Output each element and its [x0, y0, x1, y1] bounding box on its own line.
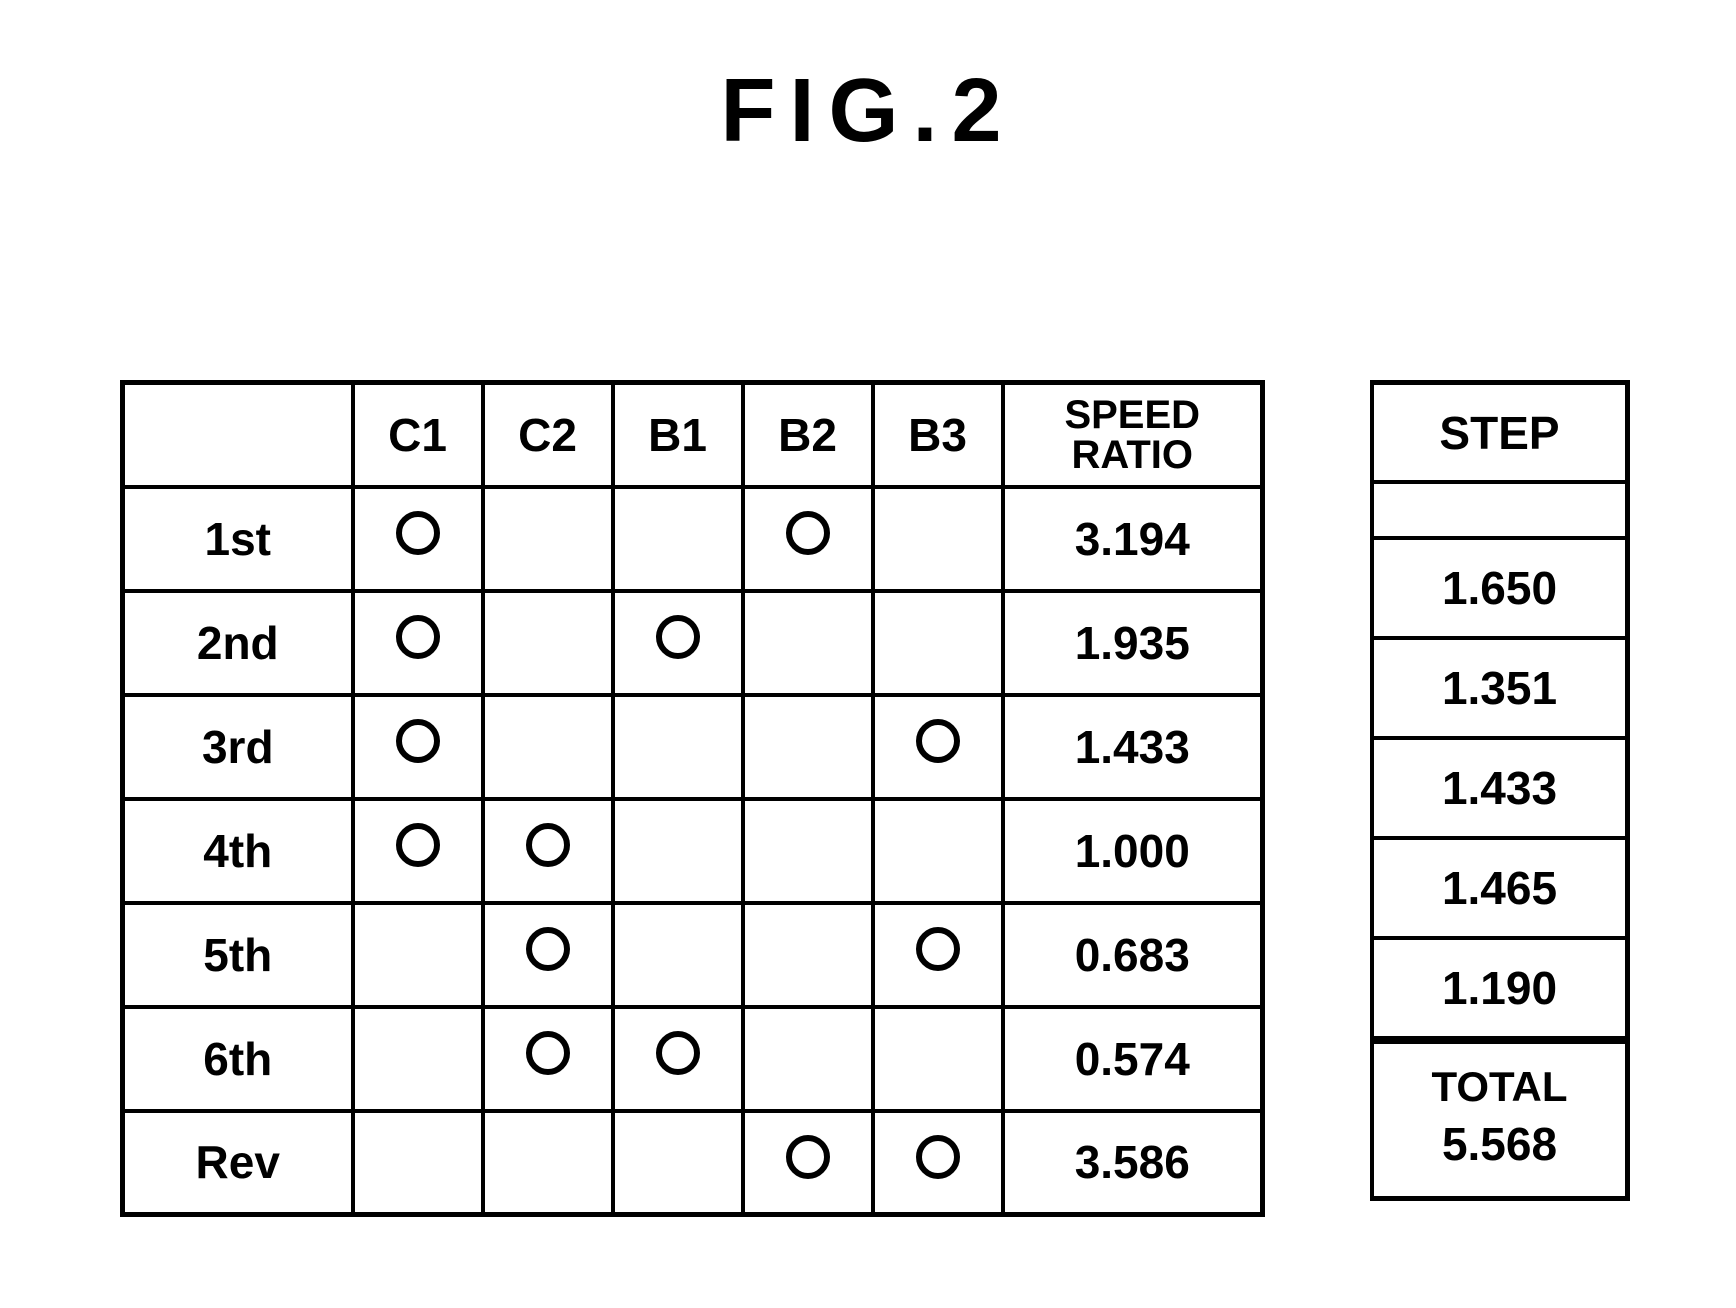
cell-b2 — [743, 487, 873, 591]
cell-c1 — [353, 487, 483, 591]
speed-ratio-value: 3.586 — [1003, 1111, 1263, 1215]
cell-b3 — [873, 799, 1003, 903]
gear-label: 3rd — [123, 695, 353, 799]
engaged-mark-icon — [656, 1031, 700, 1075]
cell-c2 — [483, 487, 613, 591]
engaged-mark-icon — [526, 823, 570, 867]
cell-b2 — [743, 695, 873, 799]
speed-ratio-value: 0.574 — [1003, 1007, 1263, 1111]
step-total-value: 5.568 — [1442, 1117, 1557, 1172]
col-header-step: STEP — [1370, 380, 1630, 484]
step-value: 1.190 — [1374, 936, 1625, 1040]
col-header-gear — [123, 383, 353, 487]
col-header-b1: B1 — [613, 383, 743, 487]
cell-b1 — [613, 487, 743, 591]
cell-c1 — [353, 799, 483, 903]
engaged-mark-icon — [396, 823, 440, 867]
cell-b3 — [873, 1007, 1003, 1111]
cell-c1 — [353, 1111, 483, 1215]
cell-b3 — [873, 1111, 1003, 1215]
cell-b1 — [613, 903, 743, 1007]
cell-c2 — [483, 799, 613, 903]
cell-b1 — [613, 799, 743, 903]
cell-b1 — [613, 1007, 743, 1111]
col-header-b3: B3 — [873, 383, 1003, 487]
step-total-label: TOTAL — [1431, 1062, 1567, 1112]
speed-ratio-line1: SPEED — [1005, 395, 1261, 435]
cell-c1 — [353, 1007, 483, 1111]
engaged-mark-icon — [786, 1135, 830, 1179]
table-row: 4th 1.000 — [123, 799, 1263, 903]
cell-b3 — [873, 903, 1003, 1007]
cell-c2 — [483, 903, 613, 1007]
engaged-mark-icon — [526, 1031, 570, 1075]
cell-b1 — [613, 591, 743, 695]
step-value: 1.351 — [1374, 636, 1625, 740]
cell-b2 — [743, 1111, 873, 1215]
col-header-speed-ratio: SPEED RATIO — [1003, 383, 1263, 487]
engaged-mark-icon — [786, 511, 830, 555]
step-value: 1.650 — [1374, 536, 1625, 640]
table-row: 5th 0.683 — [123, 903, 1263, 1007]
cell-c1 — [353, 695, 483, 799]
figure-title: FIG.2 — [0, 60, 1736, 163]
speed-ratio-value: 1.433 — [1003, 695, 1263, 799]
speed-ratio-value: 1.000 — [1003, 799, 1263, 903]
cell-c2 — [483, 1111, 613, 1215]
table-row: 6th 0.574 — [123, 1007, 1263, 1111]
gear-label: 6th — [123, 1007, 353, 1111]
col-header-c2: C2 — [483, 383, 613, 487]
table-row: 2nd 1.935 — [123, 591, 1263, 695]
engaged-mark-icon — [916, 927, 960, 971]
engaged-mark-icon — [396, 719, 440, 763]
cell-b2 — [743, 903, 873, 1007]
cell-b2 — [743, 1007, 873, 1111]
speed-ratio-value: 0.683 — [1003, 903, 1263, 1007]
engaged-mark-icon — [916, 719, 960, 763]
cell-b3 — [873, 487, 1003, 591]
cell-c2 — [483, 695, 613, 799]
table-row: 1st 3.194 — [123, 487, 1263, 591]
gear-label: 4th — [123, 799, 353, 903]
step-total: TOTAL 5.568 — [1374, 1040, 1625, 1196]
table-header-row: C1 C2 B1 B2 B3 SPEED RATIO — [123, 383, 1263, 487]
gear-label: 5th — [123, 903, 353, 1007]
engaged-mark-icon — [396, 511, 440, 555]
cell-b3 — [873, 591, 1003, 695]
step-value: 1.433 — [1374, 736, 1625, 840]
speed-ratio-line2: RATIO — [1005, 435, 1261, 475]
gear-label: 2nd — [123, 591, 353, 695]
gear-label: 1st — [123, 487, 353, 591]
engagement-table: C1 C2 B1 B2 B3 SPEED RATIO 1st 3.194 2nd 1.… — [120, 380, 1265, 1217]
cell-c2 — [483, 1007, 613, 1111]
speed-ratio-value: 1.935 — [1003, 591, 1263, 695]
engaged-mark-icon — [396, 615, 440, 659]
cell-b3 — [873, 695, 1003, 799]
cell-c1 — [353, 903, 483, 1007]
table-row: Rev 3.586 — [123, 1111, 1263, 1215]
cell-c2 — [483, 591, 613, 695]
cell-b2 — [743, 799, 873, 903]
col-header-c1: C1 — [353, 383, 483, 487]
table-row: 3rd 1.433 — [123, 695, 1263, 799]
col-header-b2: B2 — [743, 383, 873, 487]
step-top-spacer — [1374, 484, 1625, 536]
step-value: 1.465 — [1374, 836, 1625, 940]
gear-label: Rev — [123, 1111, 353, 1215]
cell-b1 — [613, 695, 743, 799]
engaged-mark-icon — [526, 927, 570, 971]
engaged-mark-icon — [656, 615, 700, 659]
step-column: STEP 1.6501.3511.4331.4651.190 TOTAL 5.5… — [1370, 380, 1630, 1201]
cell-b2 — [743, 591, 873, 695]
speed-ratio-value: 3.194 — [1003, 487, 1263, 591]
cell-c1 — [353, 591, 483, 695]
cell-b1 — [613, 1111, 743, 1215]
engaged-mark-icon — [916, 1135, 960, 1179]
